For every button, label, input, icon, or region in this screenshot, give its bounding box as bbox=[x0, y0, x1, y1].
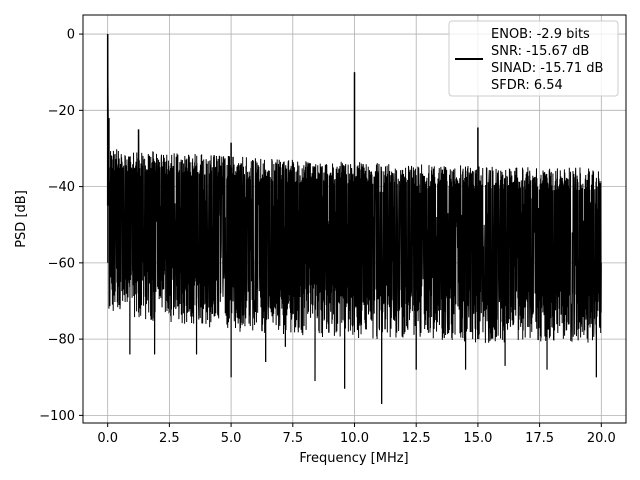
x-tick-label-5: 12.5 bbox=[402, 431, 431, 446]
x-tick-label-0: 0.0 bbox=[97, 431, 118, 446]
y-tick-label-5: −100 bbox=[39, 409, 75, 424]
y-tick-label-1: −20 bbox=[48, 104, 75, 119]
x-axis: 0.0 2.5 5.0 7.5 10.0 12.5 15.0 17.5 20.0 bbox=[97, 423, 616, 446]
x-tick-label-7: 17.5 bbox=[525, 431, 554, 446]
x-tick-label-6: 15.0 bbox=[463, 431, 492, 446]
y-tick-label-0: 0 bbox=[67, 28, 75, 43]
y-axis: 0 −20 −40 −60 −80 −100 bbox=[39, 28, 83, 424]
x-tick-label-8: 20.0 bbox=[587, 431, 616, 446]
legend-sfdr: SFDR: 6.54 bbox=[491, 78, 563, 93]
psd-series bbox=[106, 34, 602, 404]
legend-snr: SNR: -15.67 dB bbox=[491, 44, 589, 59]
y-tick-label-2: −40 bbox=[48, 180, 75, 195]
x-tick-label-2: 5.0 bbox=[221, 431, 242, 446]
x-axis-label: Frequency [MHz] bbox=[299, 451, 408, 466]
x-tick-label-3: 7.5 bbox=[282, 431, 303, 446]
legend: ENOB: -2.9 bits SNR: -15.67 dB SINAD: -1… bbox=[448, 20, 619, 97]
legend-box bbox=[448, 20, 619, 97]
y-tick-label-3: −60 bbox=[48, 256, 75, 271]
legend-enob: ENOB: -2.9 bits bbox=[491, 27, 590, 42]
legend-sinad: SINAD: -15.71 dB bbox=[491, 61, 603, 76]
y-axis-label: PSD [dB] bbox=[14, 190, 29, 248]
x-tick-label-1: 2.5 bbox=[159, 431, 180, 446]
y-tick-label-4: −80 bbox=[48, 333, 75, 348]
x-tick-label-4: 10.0 bbox=[340, 431, 369, 446]
psd-trace bbox=[107, 34, 602, 404]
